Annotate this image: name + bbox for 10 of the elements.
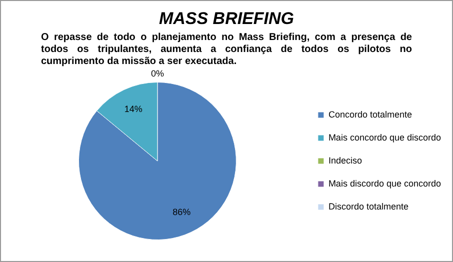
- legend-label: Indeciso: [328, 155, 362, 166]
- data-label: 14%: [124, 104, 142, 114]
- text: 0%: [150, 68, 164, 79]
- legend-label: Concordo totalmente: [328, 109, 412, 120]
- data-label: 86%: [172, 206, 191, 217]
- chart-subtitle: O repasse de todo o planejamento no Mass Briefing, com a presença de todos os tripulantes, aumenta a confiança de todos os pilotos no cumprimento da missão a ser executada.: [41, 32, 412, 68]
- legend-label: Discordo totalmente: [328, 201, 408, 212]
- chart-title: MASS BRIEFING: [158, 8, 296, 29]
- legend-label: Mais discordo que concordo: [328, 178, 441, 188]
- legend-label: Mais concordo que discordo: [328, 132, 441, 142]
